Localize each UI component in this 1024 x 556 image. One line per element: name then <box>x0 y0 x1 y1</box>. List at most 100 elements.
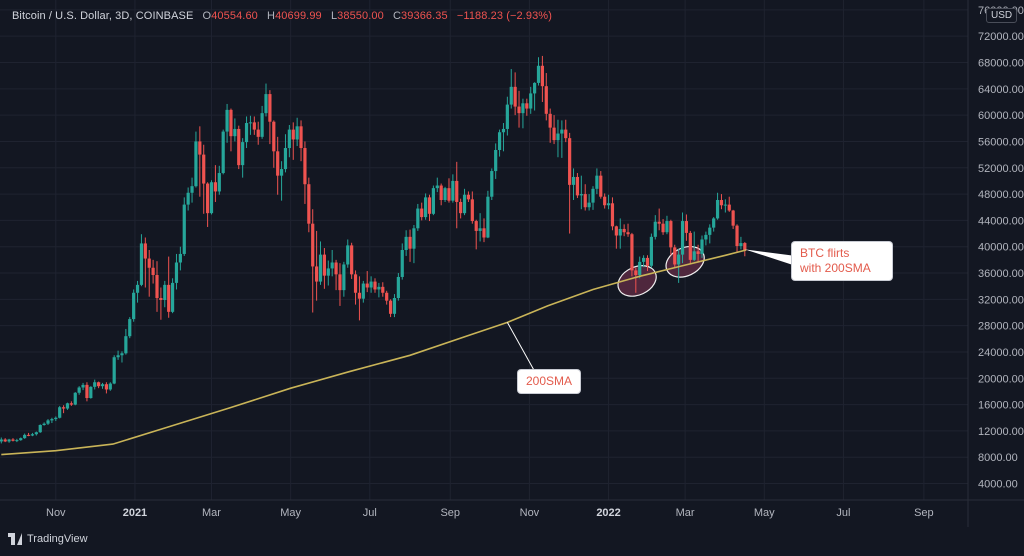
candle-body <box>97 382 101 387</box>
candle-body <box>533 82 537 94</box>
candle-body <box>322 254 326 276</box>
candle <box>237 125 241 170</box>
candle-body <box>653 221 657 237</box>
candle <box>661 219 665 235</box>
candle-body <box>346 245 350 265</box>
candle-body <box>634 270 638 275</box>
price-tick-label: 16000.00 <box>978 400 1024 412</box>
symbol-label[interactable]: Bitcoin / U.S. Dollar, 3D, COINBASE <box>12 10 194 22</box>
candle-body <box>38 425 42 433</box>
candle <box>431 185 435 216</box>
price-tick-label: 24000.00 <box>978 347 1024 359</box>
candle <box>606 194 611 210</box>
candle-body <box>77 387 81 393</box>
currency-badge[interactable]: USD <box>986 8 1018 23</box>
candle <box>287 125 291 158</box>
candle <box>416 203 420 231</box>
time-tick-label: Nov <box>46 507 66 519</box>
candle <box>334 259 338 291</box>
candle <box>610 197 615 231</box>
candle-body <box>696 251 700 254</box>
candle <box>225 103 229 143</box>
price-tick-label: 68000.00 <box>978 58 1024 70</box>
tradingview-logo[interactable]: TradingView <box>8 532 88 546</box>
candle <box>155 261 159 312</box>
candle <box>466 191 471 202</box>
candle <box>603 193 607 209</box>
candle-body <box>178 253 182 263</box>
candle <box>657 208 661 231</box>
candle-body <box>727 204 731 211</box>
candle-body <box>0 439 3 442</box>
time-tick-label: Jul <box>836 507 850 519</box>
candle-body <box>143 243 147 259</box>
candle <box>23 433 27 439</box>
candle <box>163 280 167 308</box>
candle <box>54 416 58 422</box>
candle-body <box>731 210 735 226</box>
candle <box>680 212 685 264</box>
chart-legend-header: Bitcoin / U.S. Dollar, 3D, COINBASE O405… <box>12 10 552 22</box>
candle <box>369 276 373 293</box>
candle <box>186 187 190 211</box>
candle-body <box>661 223 665 233</box>
candle-body <box>342 264 346 291</box>
candle <box>626 223 630 237</box>
candle-body <box>42 423 46 425</box>
candle-body <box>688 232 692 260</box>
candle-body <box>7 439 11 442</box>
candle-body <box>513 86 517 107</box>
candle-body <box>723 204 727 206</box>
candle <box>104 382 109 394</box>
candle <box>727 196 731 212</box>
candle <box>595 168 599 195</box>
candle-body <box>315 266 319 282</box>
candle-body <box>642 257 646 262</box>
candle <box>283 134 288 173</box>
candle-body <box>19 438 23 441</box>
candle <box>3 438 7 443</box>
candle-body <box>198 141 202 155</box>
sma-callout: 200SMA <box>518 370 581 393</box>
price-tick-label: 52000.00 <box>978 163 1024 175</box>
low-label: L <box>330 10 338 22</box>
candle <box>135 280 140 303</box>
candle-body <box>3 439 7 442</box>
candle-body <box>299 126 303 149</box>
candle <box>509 69 513 109</box>
candle <box>462 188 467 216</box>
candle <box>715 192 720 220</box>
candle-body <box>190 186 194 193</box>
candle-body <box>167 284 171 312</box>
candle-body <box>46 420 50 424</box>
candle-body <box>638 261 642 275</box>
candle <box>167 256 171 318</box>
candle <box>723 199 727 213</box>
candle <box>85 382 89 402</box>
candle <box>587 194 591 211</box>
candle <box>244 116 249 149</box>
candle <box>350 242 354 279</box>
candle-body <box>544 86 548 114</box>
candle <box>497 129 502 157</box>
candle-body <box>307 184 311 224</box>
candle <box>692 231 696 262</box>
candle-body <box>81 384 85 388</box>
candle <box>202 144 206 214</box>
candle <box>420 202 424 221</box>
candle <box>739 236 743 250</box>
candle <box>194 131 198 188</box>
candle <box>455 161 459 229</box>
candle-body <box>93 382 97 387</box>
candle-body <box>400 250 404 277</box>
time-tick-label: May <box>754 507 775 519</box>
time-tick-label: Sep <box>440 507 460 519</box>
candle-body <box>579 194 583 196</box>
candle-body <box>244 123 249 143</box>
candle <box>318 241 323 285</box>
candle-body <box>435 185 439 189</box>
candle-body <box>568 138 572 185</box>
candle-body <box>108 383 112 390</box>
candle-body <box>89 386 93 399</box>
candle-body <box>494 150 498 172</box>
